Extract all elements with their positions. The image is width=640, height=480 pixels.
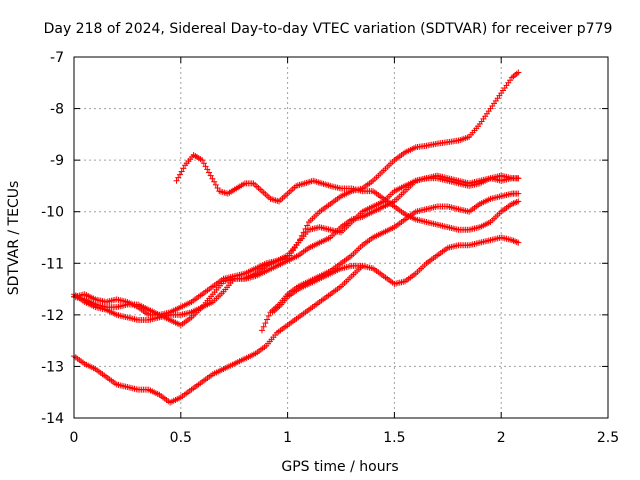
axis-ticks: 0 0.5 1 1.5 2 2.5 -7 -8 -9 -10 -11 -12 -13 -14 — [41, 50, 619, 446]
data-point — [205, 169, 212, 176]
data-point — [207, 172, 214, 179]
data-point — [515, 69, 522, 76]
series-4 — [173, 151, 522, 233]
data-point — [515, 239, 522, 246]
data-point — [202, 163, 209, 170]
data-point — [264, 316, 271, 323]
data-point — [199, 157, 206, 164]
y-tick-label: -10 — [41, 205, 64, 221]
data-point — [258, 327, 265, 334]
x-tick-label: 2 — [497, 430, 506, 446]
data-point — [304, 222, 311, 229]
data-point — [209, 175, 216, 182]
series-6 — [269, 234, 522, 316]
grid-lines — [74, 57, 608, 418]
x-tick-label: 2.5 — [597, 430, 619, 446]
plot-frame — [73, 56, 609, 419]
data-point — [515, 190, 522, 197]
data-point — [212, 181, 219, 188]
data-point — [302, 225, 309, 232]
y-tick-label: -7 — [50, 50, 64, 66]
y-tick-label: -14 — [41, 411, 64, 427]
x-tick-label: 1 — [283, 430, 292, 446]
x-tick-label: 0 — [70, 430, 79, 446]
chart-title: Day 218 of 2024, Sidereal Day-to-day VTE… — [44, 21, 613, 37]
data-point — [211, 178, 218, 185]
series-7 — [71, 262, 366, 406]
x-tick-label: 1.5 — [383, 430, 405, 446]
y-tick-label: -12 — [41, 308, 64, 324]
series-3 — [71, 172, 522, 329]
data-point — [200, 160, 207, 167]
x-axis-label: GPS time / hours — [281, 459, 398, 475]
y-tick-label: -13 — [41, 359, 64, 375]
y-tick-label: -8 — [50, 102, 64, 118]
x-tick-label: 0.5 — [170, 430, 192, 446]
data-point — [265, 312, 272, 319]
data-point — [173, 177, 180, 184]
data-point — [176, 171, 183, 178]
series-1 — [71, 69, 522, 318]
data-point — [204, 166, 211, 173]
y-axis-label: SDTVAR / TECUs — [6, 181, 22, 296]
data-point — [262, 320, 269, 327]
data-point — [359, 262, 366, 269]
data-point — [515, 175, 522, 182]
data-point — [180, 165, 187, 172]
data-point — [175, 174, 182, 181]
y-tick-label: -9 — [50, 153, 64, 169]
data-point — [260, 323, 267, 330]
y-tick-label: -11 — [41, 256, 64, 272]
data-point — [214, 184, 221, 191]
data-points — [71, 69, 522, 406]
data-point — [515, 198, 522, 205]
data-point — [178, 168, 185, 175]
